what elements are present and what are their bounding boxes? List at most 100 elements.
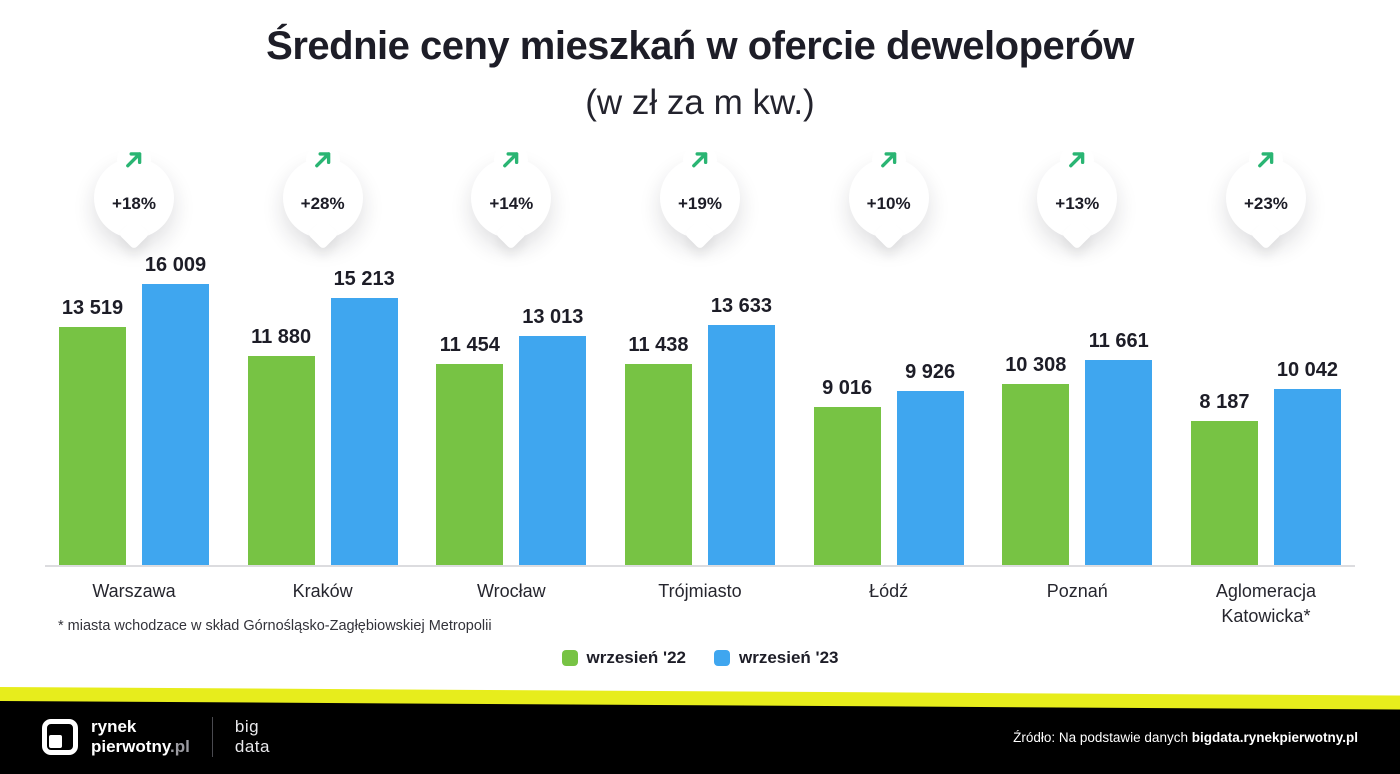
chart-header: Średnie ceny mieszkań w ofercie dewelope… [0, 0, 1400, 123]
legend-item-series2: wrzesień '23 [714, 648, 839, 668]
category-label: Poznań [1046, 581, 1108, 601]
chart-subtitle: (w zł za m kw.) [585, 83, 815, 122]
chart-group: +10% 9 016 9 926 Łódź [800, 143, 978, 601]
category-label: Warszawa [92, 581, 176, 601]
legend-label-series1: wrzesień '22 [586, 648, 687, 667]
bar-column: 13 013 [519, 306, 587, 565]
bar-column: 16 009 [142, 254, 209, 565]
trend-up-arrow-icon [126, 152, 142, 168]
bar-value-label: 10 042 [1276, 359, 1339, 381]
change-value: +18% [112, 194, 156, 213]
trend-up-arrow-icon [880, 152, 896, 168]
chart-footnote: * miasta wchodzace w skład Górnośląsko-Z… [58, 618, 492, 634]
bar-value-label: 15 213 [333, 268, 395, 290]
bar-pair: 11 454 13 013 [436, 306, 587, 565]
bar-pair: 10 308 11 661 [1002, 330, 1153, 565]
change-value: +28% [300, 194, 345, 213]
chart-title: Średnie ceny mieszkań w ofercie dewelope… [266, 24, 1134, 68]
change-value: +10% [866, 194, 911, 213]
bar-series1 [1190, 421, 1258, 565]
trend-up-arrow-icon [1069, 152, 1085, 168]
change-badge: +18% [94, 143, 174, 238]
bar-series2 [896, 391, 964, 565]
change-badge: +10% [848, 143, 929, 238]
change-value: +19% [677, 194, 722, 213]
legend-swatch-blue [714, 650, 730, 666]
bar-series2 [1085, 360, 1153, 565]
logo-line1: rynek [91, 717, 137, 737]
bar-pair: 8 187 10 042 [1190, 359, 1341, 565]
bar-column: 8 187 [1190, 391, 1258, 565]
chart-group: +18% 13 519 16 009 Warszawa [45, 143, 223, 601]
bar-series2 [1273, 389, 1341, 565]
bar-value-label: 11 438 [628, 334, 689, 356]
bar-pair: 13 519 16 009 [59, 254, 209, 565]
bar-pair: 11 438 13 633 [624, 295, 775, 565]
category-label: Aglomeracja Katowicka* [1215, 581, 1316, 627]
bar-value-label: 9 926 [905, 361, 956, 383]
bar-value-label: 16 009 [144, 254, 207, 276]
bar-column: 10 308 [1002, 354, 1070, 565]
bar-value-label: 13 013 [522, 306, 584, 328]
chart-group: +13% 10 308 11 661 Poznań [988, 143, 1166, 601]
chart-group: +28% 11 880 15 213 Kraków [234, 143, 412, 601]
category-label: Trójmiasto [658, 581, 742, 601]
bar-series1 [247, 356, 315, 565]
bar-column: 11 661 [1085, 330, 1153, 565]
bar-series1 [813, 407, 881, 565]
chart-group: +14% 11 454 13 013 Wrocław [422, 143, 600, 601]
legend: wrzesień '22 wrzesień '23 [0, 648, 1400, 668]
bar-series2 [519, 336, 587, 565]
bar-value-label: 13 633 [710, 295, 773, 317]
trend-up-arrow-icon [692, 152, 708, 168]
trend-up-arrow-icon [1258, 152, 1274, 168]
bar-column: 9 016 [813, 377, 881, 565]
change-value: +14% [489, 194, 534, 213]
footer-divider [211, 717, 213, 757]
bar-column: 11 454 [436, 334, 504, 565]
bar-value-label: 8 187 [1199, 391, 1250, 413]
bar-column: 11 880 [247, 326, 315, 565]
bar-column: 10 042 [1273, 359, 1341, 565]
change-badge: +19% [659, 143, 740, 238]
bar-value-label: 11 880 [251, 326, 312, 348]
bar-column: 9 926 [896, 361, 964, 565]
category-label: Łódź [869, 581, 909, 601]
change-badge: +14% [471, 143, 552, 238]
chart-group: +19% 11 438 13 633 Trójmiasto [611, 143, 789, 601]
bar-value-label: 11 454 [439, 334, 500, 356]
trend-up-arrow-icon [314, 152, 330, 168]
logo-tld: .pl [170, 737, 190, 756]
bar-column: 15 213 [330, 268, 398, 565]
logo-inner-square [49, 735, 62, 748]
source-credit: Źródło: Na podstawie danych bigdata.ryne… [1013, 730, 1358, 745]
bar-value-label: 10 308 [1005, 354, 1067, 376]
change-value: +13% [1055, 194, 1100, 213]
bar-series1 [1002, 384, 1070, 565]
footer-bar: rynek pierwotny.pl big data Źródło: Na p… [0, 700, 1400, 774]
legend-swatch-green [561, 650, 578, 666]
logo-line2: pierwotny.pl [91, 737, 190, 756]
trend-up-arrow-icon [503, 152, 519, 168]
bar-column: 13 519 [59, 297, 126, 565]
legend-item-series1: wrzesień '22 [561, 648, 687, 668]
bar-chart: +18% 13 519 16 009 Warszawa +28% 11 880 15 213… [45, 143, 1355, 626]
bar-value-label: 11 661 [1088, 330, 1149, 352]
rynekpierwotny-logo-icon [42, 719, 78, 755]
bar-value-label: 13 519 [61, 297, 124, 319]
partner-line2: data [234, 737, 270, 756]
chart-groups: +18% 13 519 16 009 Warszawa +28% 11 880 15 213… [45, 143, 1355, 626]
bar-series2 [707, 325, 775, 565]
change-value: +23% [1243, 194, 1288, 213]
chart-group: +23% 8 187 10 042 Aglomeracja Katowicka* [1177, 143, 1355, 626]
bar-column: 13 633 [707, 295, 775, 565]
source-prefix: Źródło: Na podstawie danych [1013, 729, 1192, 745]
bar-column: 11 438 [624, 334, 692, 565]
bar-pair: 9 016 9 926 [813, 361, 964, 565]
change-badge: +23% [1225, 143, 1306, 238]
bar-value-label: 9 016 [822, 377, 873, 399]
bar-series2 [142, 284, 209, 565]
legend-label-series2: wrzesień '23 [739, 648, 839, 667]
category-label: Wrocław [476, 581, 546, 601]
